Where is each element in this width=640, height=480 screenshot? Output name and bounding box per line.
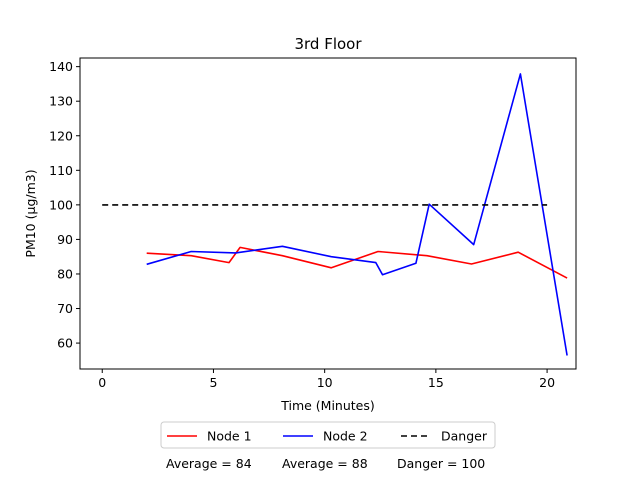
plot-frame: [79, 57, 577, 370]
x-axis-label: Time (Minutes): [280, 398, 375, 413]
stats-row: Average = 84 Average = 88 Danger = 100: [166, 456, 485, 471]
legend-label-2: Node 2: [323, 429, 368, 444]
legend-label-1: Node 1: [207, 429, 252, 444]
legend-label-3: Danger: [441, 429, 488, 444]
y-tick-label: 80: [57, 266, 73, 281]
series-line-1: [146, 246, 568, 279]
y-tick-label: 120: [49, 128, 73, 143]
x-tick-label: 20: [539, 375, 555, 390]
chart-title: 3rd Floor: [294, 35, 362, 53]
y-tick-label: 60: [57, 336, 73, 351]
y-tick-label: 100: [49, 197, 73, 212]
x-tick-label: 5: [209, 375, 217, 390]
y-tick-label: 70: [57, 301, 73, 316]
y-tick-label: 140: [49, 59, 73, 74]
y-axis: 60 70 80 90 100 110 120 130 140: [49, 59, 80, 351]
legend-box: [160, 421, 496, 449]
y-tick-label: 130: [49, 94, 73, 109]
plot-lines: [102, 73, 568, 356]
stat-label-3: Danger = 100: [397, 456, 485, 471]
x-tick-label: 0: [98, 375, 106, 390]
x-axis: 0 5 10 15 20: [98, 369, 555, 390]
x-tick-label: 10: [317, 375, 333, 390]
series-line-2: [146, 73, 568, 356]
stat-label-1: Average = 84: [166, 456, 252, 471]
legend: Node 1 Node 2 Danger: [160, 421, 496, 449]
stat-label-2: Average = 88: [282, 456, 368, 471]
y-tick-label: 110: [49, 163, 73, 178]
x-tick-label: 15: [428, 375, 444, 390]
y-tick-label: 90: [57, 232, 73, 247]
y-axis-label: PM10 (µg/m3): [23, 169, 38, 257]
